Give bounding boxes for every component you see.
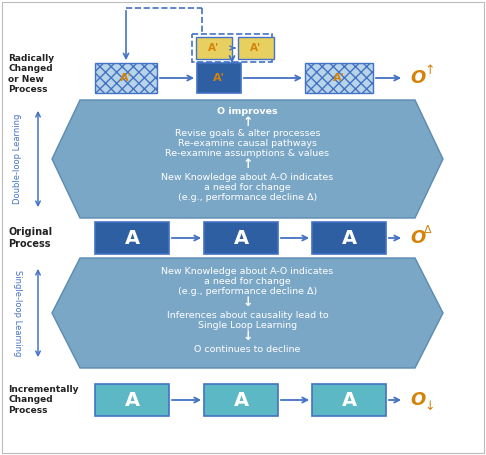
Text: ↑: ↑: [242, 116, 253, 128]
Text: A: A: [233, 390, 248, 410]
Text: ↓: ↓: [242, 330, 253, 344]
Bar: [312, 222, 386, 254]
Bar: [204, 384, 278, 416]
Text: (e.g., performance decline Δ): (e.g., performance decline Δ): [178, 287, 317, 295]
Bar: [192, 34, 272, 62]
Text: A: A: [342, 228, 357, 248]
Bar: [197, 63, 241, 93]
Text: ↓: ↓: [242, 297, 253, 309]
Text: O improves: O improves: [217, 107, 278, 116]
Bar: [196, 37, 232, 59]
Text: A': A': [213, 73, 225, 83]
Text: Radically
Changed
or New
Process: Radically Changed or New Process: [8, 54, 54, 94]
Text: O continues to decline: O continues to decline: [194, 344, 301, 354]
Text: O: O: [410, 229, 425, 247]
Text: A': A': [250, 43, 261, 53]
Bar: [305, 63, 373, 93]
Text: Re-examine causal pathways: Re-examine causal pathways: [178, 138, 317, 147]
Text: ↓: ↓: [424, 400, 434, 414]
Text: A: A: [233, 228, 248, 248]
Bar: [238, 37, 274, 59]
Text: Incrementally
Changed
Process: Incrementally Changed Process: [8, 385, 79, 415]
Bar: [95, 63, 157, 93]
Text: Revise goals & alter processes: Revise goals & alter processes: [175, 128, 320, 137]
Text: A: A: [342, 390, 357, 410]
Text: Inferences about causality lead to: Inferences about causality lead to: [167, 310, 329, 319]
Text: A: A: [124, 390, 139, 410]
Bar: [312, 384, 386, 416]
Text: New Knowledge about A-O indicates: New Knowledge about A-O indicates: [161, 172, 333, 182]
Bar: [204, 222, 278, 254]
Text: Double-loop Learning: Double-loop Learning: [13, 114, 21, 204]
Text: Re-examine assumptions & values: Re-examine assumptions & values: [165, 148, 330, 157]
Text: ↑: ↑: [424, 65, 434, 77]
Text: A: A: [124, 228, 139, 248]
Text: A': A': [120, 73, 132, 83]
Bar: [95, 384, 169, 416]
Text: O: O: [410, 391, 425, 409]
Bar: [95, 222, 169, 254]
Polygon shape: [52, 258, 443, 368]
Text: Single-loop Learning: Single-loop Learning: [13, 270, 21, 356]
Text: ↑: ↑: [242, 158, 253, 172]
Text: New Knowledge about A-O indicates: New Knowledge about A-O indicates: [161, 267, 333, 275]
Text: Δ: Δ: [424, 225, 432, 235]
Text: Single Loop Learning: Single Loop Learning: [198, 320, 297, 329]
Text: (e.g., performance decline Δ): (e.g., performance decline Δ): [178, 192, 317, 202]
Polygon shape: [52, 100, 443, 218]
Text: a need for change: a need for change: [204, 277, 291, 285]
Text: Original
Process: Original Process: [8, 227, 52, 249]
Text: O: O: [410, 69, 425, 87]
Text: A': A': [333, 73, 345, 83]
Text: a need for change: a need for change: [204, 182, 291, 192]
Text: A': A': [208, 43, 220, 53]
